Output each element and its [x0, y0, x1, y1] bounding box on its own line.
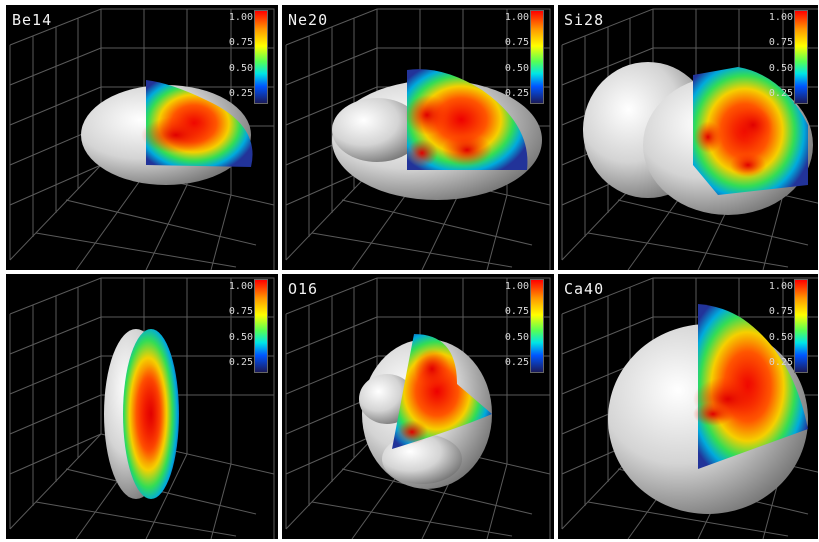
tick-label: 0.75 [504, 306, 529, 318]
colorbar-ticks: 1.00 0.75 0.50 0.25 [505, 13, 529, 99]
colorbar-ticks: 1.00 0.75 0.50 0.25 [769, 13, 793, 99]
panel-ne20: Ne20 1.00 0.75 0.50 0.25 [282, 5, 554, 270]
density-cutaway [407, 69, 528, 170]
colorbar-ticks: 1.00 0.75 0.50 0.25 [505, 282, 529, 368]
density-peak [406, 139, 438, 167]
density-plot-be14 [9, 8, 275, 270]
tick-label: 0.50 [768, 62, 793, 74]
density-peak [730, 153, 766, 177]
tick-label: 1.00 [504, 281, 529, 292]
tick-label: 0.25 [504, 356, 529, 368]
colorbar [794, 10, 808, 104]
density-plot-o16 [285, 277, 551, 539]
density-peak [693, 402, 733, 426]
tick-label: 0.25 [768, 356, 793, 368]
tick-label: 0.25 [228, 87, 253, 99]
panel-ca40: Ca40 1.00 0.75 0.50 0.25 [558, 274, 818, 539]
panel-label: O16 [288, 280, 319, 298]
tick-label: 0.25 [228, 356, 253, 368]
density-peak [694, 121, 722, 153]
tick-label: 0.75 [768, 37, 793, 49]
panel-label: Ne20 [288, 11, 329, 29]
colorbar-ticks: 1.00 0.75 0.50 0.25 [229, 282, 253, 368]
panel-si28: Si28 1.00 0.75 0.50 0.25 [558, 5, 818, 270]
density-plot-ca40 [561, 277, 818, 539]
density-plot-si28 [561, 8, 818, 270]
density-peak [442, 134, 492, 166]
density-peak [733, 107, 773, 143]
colorbar [530, 10, 544, 104]
tick-label: 0.50 [228, 331, 253, 343]
panel-label: Si28 [564, 11, 605, 29]
figure-grid: Be14 1.00 0.75 0.50 0.25 Ne20 1.00 0.75 … [6, 5, 818, 539]
tick-label: 1.00 [768, 281, 793, 292]
tick-label: 1.00 [768, 12, 793, 23]
colorbar [530, 279, 544, 373]
tick-label: 0.25 [504, 87, 529, 99]
colorbar-ticks: 1.00 0.75 0.50 0.25 [769, 282, 793, 368]
tick-label: 1.00 [228, 12, 253, 23]
panel-label: Be14 [12, 11, 53, 29]
tick-label: 0.50 [504, 62, 529, 74]
tick-label: 1.00 [504, 12, 529, 23]
tick-label: 0.25 [768, 87, 793, 99]
tick-label: 1.00 [228, 281, 253, 292]
density-peak [414, 349, 450, 389]
tick-label: 0.75 [504, 37, 529, 49]
density-peak [137, 364, 165, 464]
colorbar [794, 279, 808, 373]
panel-disc: 1.00 0.75 0.50 0.25 [6, 274, 278, 539]
panel-label: Ca40 [564, 280, 605, 298]
tick-label: 0.75 [228, 306, 253, 318]
tick-label: 0.50 [228, 62, 253, 74]
tick-label: 0.50 [768, 331, 793, 343]
tick-label: 0.50 [504, 331, 529, 343]
density-peak [396, 420, 428, 444]
panel-be14: Be14 1.00 0.75 0.50 0.25 [6, 5, 278, 270]
nucleus-lobe [382, 434, 462, 484]
density-plot-disc [9, 277, 275, 539]
tick-label: 0.75 [768, 306, 793, 318]
colorbar [254, 279, 268, 373]
density-peak [405, 95, 449, 135]
nucleus-lobe [332, 98, 422, 162]
density-peak [141, 117, 211, 153]
colorbar-ticks: 1.00 0.75 0.50 0.25 [229, 13, 253, 99]
density-plot-ne20 [285, 8, 551, 270]
colorbar [254, 10, 268, 104]
panel-o16: O16 1.00 0.75 0.50 0.25 [282, 274, 554, 539]
tick-label: 0.75 [228, 37, 253, 49]
